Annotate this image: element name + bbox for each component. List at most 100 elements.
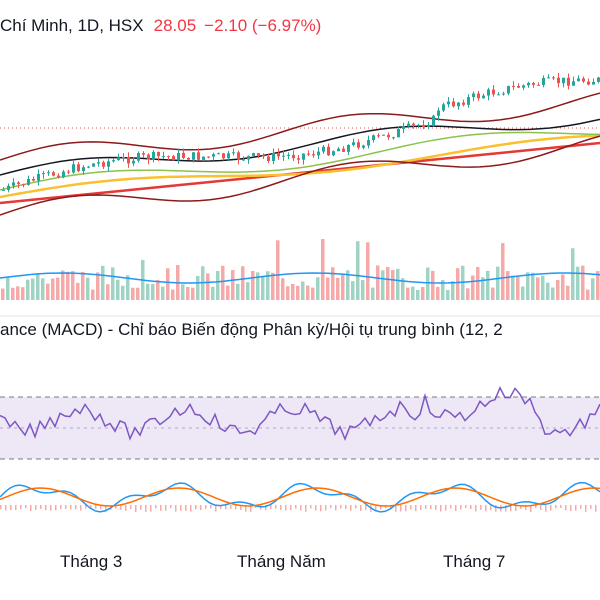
volume-bar xyxy=(166,268,170,300)
volume-bar xyxy=(321,238,325,300)
volume-bar xyxy=(296,285,300,300)
volume-bar xyxy=(561,274,565,300)
volume-bar xyxy=(1,288,5,300)
volume-bar xyxy=(256,272,260,300)
symbol-header[interactable]: Chí Minh, 1D, HSX 28.05 −2.10 (−6.97%) xyxy=(0,16,321,36)
candle-body xyxy=(427,126,430,128)
rsi-band xyxy=(0,397,600,459)
macd-histogram-bar xyxy=(185,505,187,511)
candle-body xyxy=(267,156,270,161)
candle-body xyxy=(207,156,210,158)
macd-histogram-bar xyxy=(265,505,267,511)
candle-body xyxy=(162,156,165,158)
candle-body xyxy=(317,151,320,156)
candle-body xyxy=(42,173,45,175)
candle-body xyxy=(62,171,65,178)
macd-histogram-bar xyxy=(510,505,512,512)
candle-body xyxy=(292,154,295,159)
candle-body xyxy=(587,81,590,85)
candle-body xyxy=(232,152,235,154)
macd-histogram-bar xyxy=(25,505,27,509)
axis-label-july: Tháng 7 xyxy=(443,552,506,571)
volume-bar xyxy=(526,272,530,300)
candle-body xyxy=(472,93,475,98)
macd-histogram-bar xyxy=(5,505,7,511)
macd-histogram-bar xyxy=(160,505,162,511)
macd-histogram-bar xyxy=(75,505,77,510)
macd-histogram-bar xyxy=(485,505,487,512)
macd-histogram-bar xyxy=(95,505,97,509)
candle-body xyxy=(282,155,285,157)
candle-body xyxy=(167,156,170,158)
macd-histogram-bar xyxy=(555,505,557,509)
candle-body xyxy=(272,152,275,161)
volume-bar xyxy=(581,265,585,300)
volume-bar xyxy=(431,270,435,300)
macd-histogram-bar xyxy=(405,505,407,512)
macd-histogram-bar xyxy=(365,505,367,510)
volume-bars xyxy=(0,238,600,300)
candle-body xyxy=(242,159,245,161)
candle-body xyxy=(537,84,540,86)
last-price: 28.05 xyxy=(153,16,197,35)
macd-histogram-bar xyxy=(175,505,177,512)
candle-body xyxy=(222,153,225,159)
macd-histogram-bar xyxy=(395,505,397,512)
candle-body xyxy=(452,101,455,107)
macd-histogram-bar xyxy=(150,505,152,512)
macd-histogram-bar xyxy=(595,505,597,512)
macd-histogram-bar xyxy=(570,505,572,512)
volume-bar xyxy=(301,281,305,300)
macd-histogram-bar xyxy=(375,505,377,512)
volume-bar xyxy=(451,281,455,300)
candle-body xyxy=(217,153,220,155)
candle-body xyxy=(187,157,190,160)
candle-body xyxy=(572,81,575,86)
volume-bar xyxy=(566,285,570,300)
candle-body xyxy=(327,146,330,156)
candle-body xyxy=(542,77,545,86)
candle-body xyxy=(567,77,570,86)
volume-bar xyxy=(541,275,545,300)
candle-body xyxy=(532,82,535,85)
macd-histogram-bar xyxy=(580,505,582,509)
candle-body xyxy=(407,123,410,127)
candle-body xyxy=(557,77,560,84)
macd-histogram-bar xyxy=(55,505,57,511)
volume-bar xyxy=(51,278,55,300)
volume-bar xyxy=(586,289,590,300)
volume-bar xyxy=(41,278,45,300)
candle-body xyxy=(287,154,290,156)
macd-histogram-bar xyxy=(340,505,342,509)
candle-body xyxy=(447,101,450,105)
volume-bar xyxy=(391,270,395,300)
ma-green-line xyxy=(0,131,600,191)
macd-histogram-bar xyxy=(490,505,492,511)
candle-body xyxy=(367,140,370,146)
candle-body xyxy=(202,156,205,160)
volume-bar xyxy=(496,266,500,300)
volume-bar xyxy=(456,268,460,300)
candle-body xyxy=(47,172,50,174)
volume-bar xyxy=(401,278,405,300)
macd-histogram-bar xyxy=(565,505,567,511)
candle-body xyxy=(552,77,555,79)
volume-bar xyxy=(181,284,185,300)
volume-bar xyxy=(576,266,580,300)
candle-body xyxy=(237,152,240,160)
candle-body xyxy=(402,126,405,129)
macd-histogram-bar xyxy=(360,505,362,511)
volume-bar xyxy=(241,266,245,300)
candle-body xyxy=(462,102,465,105)
volume-bar xyxy=(151,283,155,300)
candle-body xyxy=(172,156,175,161)
volume-bar xyxy=(66,271,70,300)
macd-histogram-bar xyxy=(100,505,102,510)
candle-body xyxy=(497,94,500,96)
candle-body xyxy=(437,110,440,116)
macd-indicator-title[interactable]: ance (MACD) - Chỉ báo Biến động Phân kỳ/… xyxy=(0,320,503,339)
candle-body xyxy=(467,97,470,105)
rsi-panel xyxy=(0,386,600,460)
macd-histogram-bar xyxy=(280,505,282,510)
